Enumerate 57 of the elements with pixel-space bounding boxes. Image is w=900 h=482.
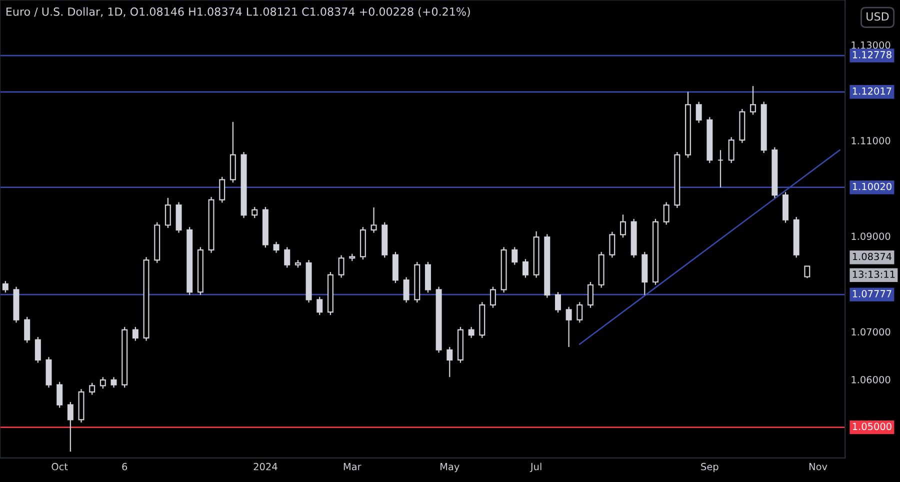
candlestick — [132, 326, 138, 342]
x-tick-label: 6 — [122, 462, 128, 470]
ref-line-label: 1.12778 — [852, 51, 892, 58]
y-tick-label: 1.06000 — [852, 376, 890, 384]
candlestick — [56, 381, 63, 408]
x-tick-label: May — [440, 463, 460, 472]
candlestick — [718, 150, 724, 188]
ref-line-label: 1.07777 — [852, 290, 892, 298]
candlestick — [219, 176, 226, 204]
candlestick — [468, 326, 474, 338]
text: Euro / U.S. Dollar, 1D, O1.08146 H1.08374 L1.08121 C1.08374 +0.00228 (+0.21%) — [6, 7, 470, 18]
x-tick-label: 2024 — [254, 462, 278, 470]
candlestick — [2, 280, 8, 294]
ref-line-label: 1.10020 — [852, 182, 892, 190]
x-tick-label: Sep — [701, 462, 718, 472]
text: USD — [866, 12, 889, 21]
x-tick-label: Jul — [530, 462, 542, 472]
candlestick — [273, 241, 280, 254]
candlestick — [663, 202, 670, 226]
candlestick — [522, 258, 528, 278]
text: 13:13:11 — [852, 270, 895, 278]
candlestick — [370, 206, 377, 234]
text: 1.08374 — [852, 252, 892, 260]
candlestick — [620, 214, 626, 238]
candlestick — [554, 291, 561, 314]
ref-line-label: 1.12017 — [852, 87, 892, 95]
candlestick — [338, 254, 344, 278]
x-tick-label: Oct — [52, 462, 68, 470]
candlestick — [89, 382, 96, 396]
candlestick — [609, 231, 616, 258]
candlestick — [512, 246, 518, 266]
candlestick — [100, 376, 106, 390]
candlestick — [576, 302, 583, 324]
ref-line-label: 1.05000 — [852, 422, 892, 430]
y-tick-label: 1.07000 — [852, 328, 890, 336]
candlestick — [587, 281, 594, 308]
candlestick — [110, 376, 117, 388]
y-tick-label: 1.11000 — [852, 137, 890, 144]
candlestick — [252, 206, 258, 219]
x-tick-label: Mar — [344, 463, 362, 470]
candlestick — [24, 316, 30, 344]
candlestick — [67, 401, 74, 452]
y-tick-label: 1.09000 — [852, 232, 890, 240]
candlestick — [696, 101, 702, 124]
candlestick — [34, 336, 41, 364]
candlestick — [284, 246, 290, 268]
candlestick — [164, 197, 171, 229]
x-tick-label: Nov — [809, 463, 828, 470]
candlestick — [750, 85, 756, 116]
candlestick — [403, 276, 410, 304]
y-tick-label: 1.13000 — [852, 41, 890, 49]
candlestick — [490, 286, 496, 308]
candlestick — [804, 266, 810, 279]
candlestick — [446, 346, 453, 378]
candlestick — [316, 296, 323, 316]
candlestick — [566, 306, 572, 348]
candlestick — [728, 136, 734, 164]
